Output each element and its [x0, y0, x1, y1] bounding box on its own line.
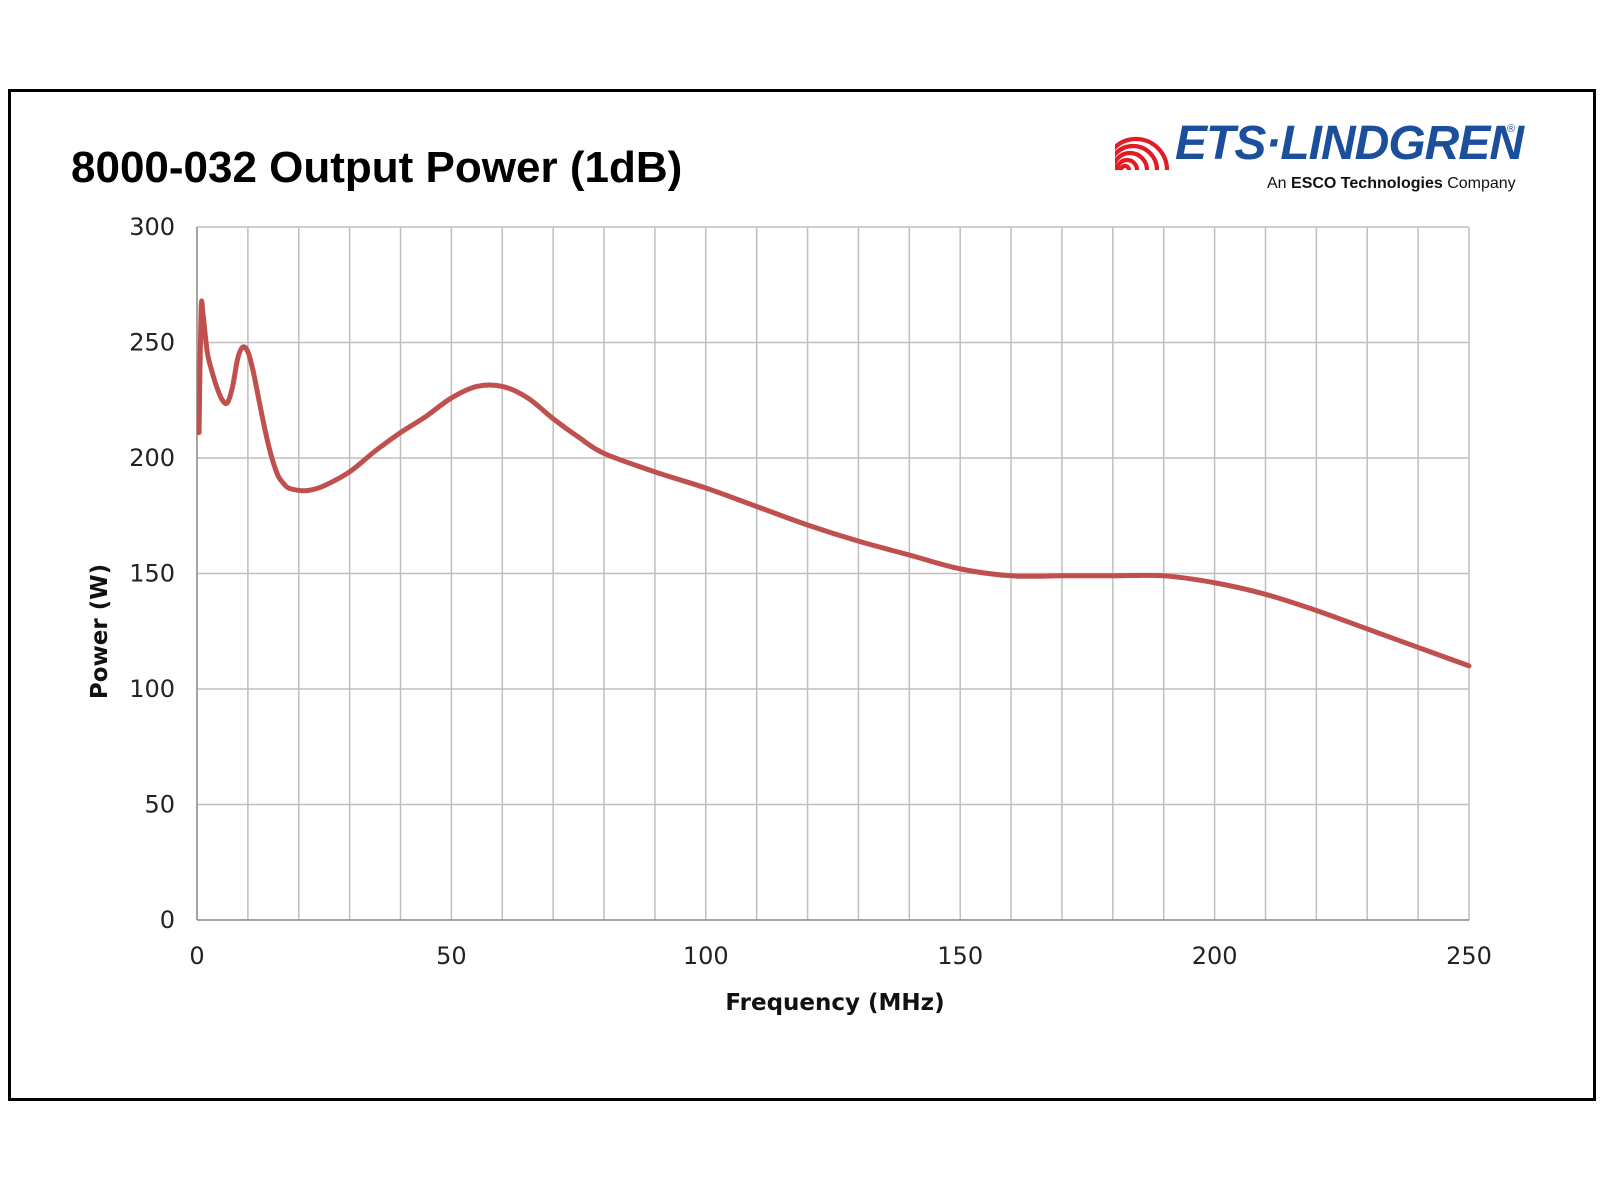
- x-axis-title: Frequency (MHz): [725, 990, 944, 1016]
- registered-mark: ®: [1507, 123, 1516, 135]
- x-tick-label: 100: [683, 942, 729, 970]
- logo-wordmark: ETS·LINDGREN: [1175, 117, 1524, 170]
- logo-tagline: An ESCO Technologies Company: [1267, 175, 1516, 192]
- y-tick-label: 50: [144, 791, 175, 819]
- logo-wave: [1115, 143, 1160, 171]
- tick-labels: 0 50 100 150 200 250 300 0 50 100 150 200 250: [129, 213, 1492, 970]
- y-tick-label: 200: [129, 444, 175, 472]
- grid: [197, 226, 1470, 920]
- series-line-output-power: [196, 298, 1472, 669]
- x-tick-label: 200: [1192, 942, 1238, 970]
- logo-wave: [1115, 136, 1170, 171]
- x-tick-label: 0: [189, 942, 204, 970]
- ets-lindgren-logo: ETS·LINDGREN ® An ESCO Technologies Comp…: [1115, 117, 1535, 198]
- y-tick-label: 250: [129, 329, 175, 357]
- logo-wave: [1115, 150, 1150, 171]
- logo-wave: [1115, 157, 1140, 171]
- radio-waves-icon: [1115, 136, 1170, 171]
- x-tick-label: 150: [937, 942, 983, 970]
- y-tick-label: 300: [129, 213, 175, 241]
- y-tick-label: 0: [160, 906, 175, 934]
- x-tick-label: 50: [436, 942, 467, 970]
- y-tick-label: 100: [129, 675, 175, 703]
- y-tick-label: 150: [129, 560, 175, 588]
- y-axis-title: Power (W): [87, 564, 113, 699]
- x-tick-label: 250: [1446, 942, 1492, 970]
- logo-wave: [1118, 163, 1132, 171]
- line-chart: 0 50 100 150 200 250 300 0 50 100 150 200 250 Freque…: [87, 213, 1492, 1016]
- axes: [196, 227, 1469, 921]
- chart-frame: 8000-032 Output Power (1dB) ETS·LINDGREN…: [8, 89, 1596, 1101]
- chart-title: 8000-032 Output Power (1dB): [71, 143, 683, 192]
- series: [196, 298, 1472, 669]
